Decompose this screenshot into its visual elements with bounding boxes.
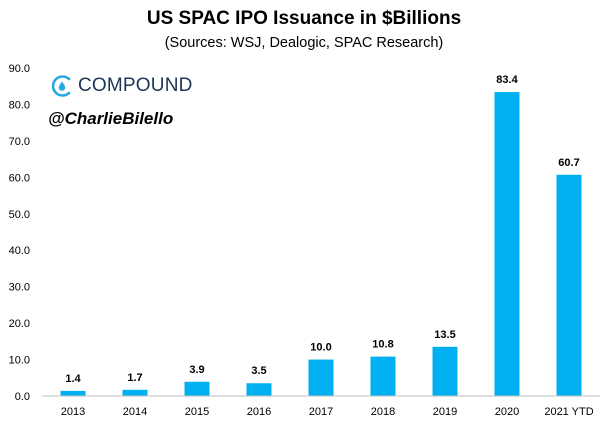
bar-2020 bbox=[494, 92, 520, 396]
bar-2016 bbox=[246, 383, 272, 396]
bar-value-label: 3.9 bbox=[189, 364, 204, 376]
bar-value-label: 10.0 bbox=[310, 342, 331, 354]
bar-2017 bbox=[308, 359, 334, 396]
chart-subtitle: (Sources: WSJ, Dealogic, SPAC Research) bbox=[164, 35, 444, 51]
y-tick-label: 40.0 bbox=[9, 245, 30, 257]
compound-logo-icon bbox=[51, 75, 71, 97]
bar-value-label: 10.8 bbox=[372, 339, 393, 351]
bar-2015 bbox=[184, 381, 210, 396]
x-tick-label: 2019 bbox=[433, 406, 457, 418]
y-tick-label: 0.0 bbox=[15, 391, 30, 403]
bar-value-label: 1.4 bbox=[65, 373, 81, 385]
x-tick-label: 2014 bbox=[123, 406, 147, 418]
y-tick-label: 10.0 bbox=[9, 355, 30, 367]
compound-logo: COMPOUND bbox=[49, 73, 193, 99]
x-tick-label: 2021 YTD bbox=[544, 406, 593, 418]
bar-value-label: 83.4 bbox=[496, 74, 518, 86]
x-tick-label: 2015 bbox=[185, 406, 209, 418]
bar-2014 bbox=[122, 389, 148, 396]
bar-2019 bbox=[432, 346, 458, 396]
bar-value-label: 13.5 bbox=[434, 329, 455, 341]
bar-value-label: 1.7 bbox=[127, 372, 142, 384]
bar-2021-ytd bbox=[556, 174, 582, 396]
y-tick-label: 70.0 bbox=[9, 136, 30, 148]
y-tick-label: 90.0 bbox=[9, 63, 30, 75]
chart-title: US SPAC IPO Issuance in $Billions bbox=[146, 8, 462, 29]
y-tick-label: 80.0 bbox=[9, 99, 30, 111]
y-tick-label: 60.0 bbox=[9, 172, 30, 184]
author-handle: @CharlieBilello bbox=[48, 109, 174, 128]
y-tick-label: 30.0 bbox=[9, 282, 30, 294]
bar-value-label: 3.5 bbox=[251, 365, 266, 377]
bars-group: 1.4 1.7 3.9 3.5 10.0 10.8 13.5 83.4 60.7 bbox=[60, 74, 582, 396]
bar-2013 bbox=[60, 390, 86, 396]
x-axis: 2013 2014 2015 2016 2017 2018 2019 2020 2021 YTD bbox=[42, 395, 600, 418]
x-tick-label: 2016 bbox=[247, 406, 271, 418]
compound-logo-text: COMPOUND bbox=[78, 75, 193, 96]
bar-2018 bbox=[370, 356, 396, 396]
x-tick-label: 2013 bbox=[61, 406, 85, 418]
x-tick-label: 2017 bbox=[309, 406, 333, 418]
x-tick-label: 2020 bbox=[495, 406, 519, 418]
y-tick-label: 20.0 bbox=[9, 318, 30, 330]
bar-value-label: 60.7 bbox=[558, 157, 579, 169]
y-axis: 0.0 10.0 20.0 30.0 40.0 50.0 60.0 70.0 80.0 90.0 bbox=[9, 63, 30, 403]
y-tick-label: 50.0 bbox=[9, 209, 30, 221]
x-tick-label: 2018 bbox=[371, 406, 395, 418]
